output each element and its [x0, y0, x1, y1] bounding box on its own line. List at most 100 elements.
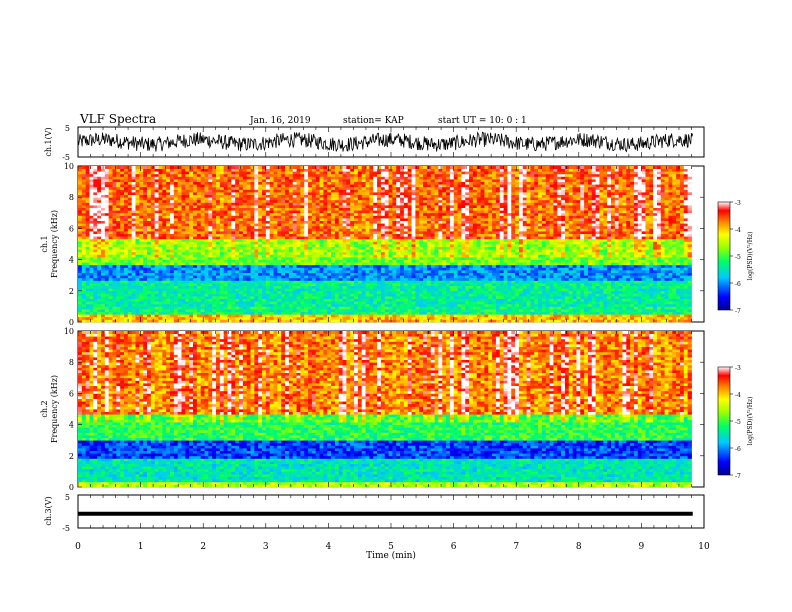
spectro1-cell-29-28: [189, 246, 194, 250]
spectro1-cell-5-50: [97, 189, 102, 193]
spectro1-cell-29-43: [189, 207, 194, 211]
spectro1-cell-32-44: [200, 205, 205, 208]
spectro1-cell-75-57: [365, 171, 370, 175]
spectro1-cell-0-1: [78, 316, 83, 320]
spectro1-cell-44-47: [246, 197, 251, 201]
spectro1-cell-31-27: [196, 249, 202, 253]
spectro1-cell-23-49: [166, 192, 171, 195]
spectro1-cell-14-1: [131, 316, 136, 320]
spectro1-cell-69-31: [342, 238, 347, 242]
spectro1-cell-10-40: [116, 215, 121, 219]
spectro1-cell-31-52: [196, 184, 202, 188]
spectro1-cell-69-37: [342, 223, 347, 227]
spectro1-cell-3-1: [89, 316, 94, 320]
spectro1-cell-28-25: [185, 254, 190, 258]
spectro1-cell-77-52: [373, 184, 378, 188]
spectro1-cell-59-43: [304, 207, 309, 211]
spectro1-cell-52-17: [277, 275, 282, 279]
spectro1-cell-25-56: [173, 173, 179, 177]
spectro1-cell-34-42: [208, 210, 213, 214]
spectro1-cell-80-0: [384, 319, 389, 323]
spectro1-cell-65-16: [327, 277, 332, 281]
spectro1-cell-76-36: [369, 225, 374, 229]
spectro1-cell-6-33: [101, 233, 106, 237]
spectro1-cell-70-50: [346, 189, 351, 193]
spectro1-cell-79-59: [380, 166, 386, 169]
spectro1-cell-51-7: [273, 301, 278, 305]
spectro1-cell-8-2: [108, 314, 113, 318]
spectro1-cell-20-18: [154, 272, 159, 276]
spectro1-cell-58-17: [300, 275, 305, 279]
spectro1-cell-29-40: [189, 215, 194, 219]
spectro1-cell-80-11: [384, 290, 389, 294]
spectro1-cell-39-21: [227, 264, 232, 268]
spectro1-cell-76-0: [369, 319, 374, 323]
spectro1-cell-24-31: [170, 238, 175, 242]
spectro1-cell-37-29: [219, 244, 225, 247]
spectro1-cell-25-37: [173, 223, 179, 227]
spectro1-cell-50-4: [269, 309, 274, 312]
spectro1-cell-78-50: [377, 189, 382, 193]
spectro1-cell-43-16: [242, 277, 248, 281]
spectro1-cell-66-11: [331, 290, 336, 294]
spectro1-cell-47-49: [258, 192, 263, 195]
spectro1-cell-55-13: [288, 285, 294, 289]
spectro1-cell-13-5: [127, 306, 133, 310]
spectro1-cell-66-58: [331, 168, 336, 172]
spectro1-cell-43-49: [242, 192, 248, 195]
spectro1-cell-16-3: [139, 311, 144, 315]
spectro1-cell-34-58: [208, 168, 213, 172]
spectro1-cell-59-27: [304, 249, 309, 253]
spectro1-cell-12-46: [124, 199, 129, 203]
spectro1-cell-74-1: [361, 316, 366, 320]
spectro1-cell-0-11: [78, 290, 83, 294]
spectro1-cell-33-37: [204, 223, 209, 227]
spectro1-cell-46-2: [254, 314, 259, 318]
spectro1-cell-31-21: [196, 264, 202, 268]
spectro1-cell-16-46: [139, 199, 144, 203]
spectro1-cell-73-5: [357, 306, 363, 310]
spectro1-cell-56-5: [292, 306, 297, 310]
spectro1-cell-10-59: [116, 166, 121, 169]
spectro1-cell-66-8: [331, 298, 336, 302]
spectro1-cell-2-48: [85, 194, 90, 198]
spectro1-cell-36-7: [216, 301, 221, 305]
spectro1-cell-16-23: [139, 259, 144, 263]
spectro1-cell-43-55: [242, 176, 248, 180]
spectro1-cell-33-52: [204, 184, 209, 188]
spectro1-cell-29-59: [189, 166, 194, 169]
spectro1-cell-79-37: [380, 223, 386, 227]
spectro1-cell-63-50: [319, 189, 324, 193]
spectro1-cell-36-11: [216, 290, 221, 294]
spectro1-cell-71-15: [350, 280, 355, 284]
spectro1-cell-4-26: [93, 251, 98, 255]
spectro1-cell-13-24: [127, 257, 133, 260]
spectro1-cell-3-27: [89, 249, 94, 253]
spectro1-cell-61-37: [311, 223, 317, 227]
spectro1-cell-66-40: [331, 215, 336, 219]
spectro1-cell-45-13: [250, 285, 255, 289]
spectro1-cell-47-43: [258, 207, 263, 211]
spectro1-cell-20-30: [154, 241, 159, 245]
spectro1-cell-34-30: [208, 241, 213, 245]
spectro1-cell-36-26: [216, 251, 221, 255]
spectro1-cell-13-11: [127, 290, 133, 294]
spectro1-cell-19-39: [150, 218, 156, 221]
spectro1-cell-14-22: [131, 262, 136, 266]
spectro1-cell-38-56: [223, 173, 228, 177]
spectro1-cell-78-44: [377, 205, 382, 208]
spectro1-cell-41-17: [235, 275, 240, 279]
spectro1-cell-70-24: [346, 257, 351, 260]
spectro1-cell-9-10: [112, 293, 117, 297]
spectro1-cell-57-36: [296, 225, 301, 229]
spectro1-cell-43-58: [242, 168, 248, 172]
spectro1-cell-9-36: [112, 225, 117, 229]
spectro1-cell-37-47: [219, 197, 225, 201]
spectro1-cell-3-49: [89, 192, 94, 195]
spectro1-cell-55-45: [288, 202, 294, 206]
spectro1-cell-79-55: [380, 176, 386, 180]
spectro1-cell-66-59: [331, 166, 336, 169]
spectro1-cell-33-51: [204, 186, 209, 190]
spectro1-cell-33-33: [204, 233, 209, 237]
spectro1-cell-19-16: [150, 277, 156, 281]
